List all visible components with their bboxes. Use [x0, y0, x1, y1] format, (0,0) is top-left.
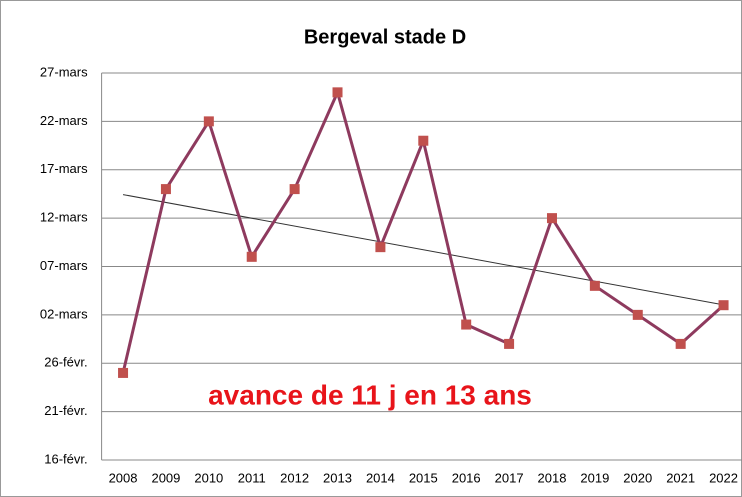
x-tick-label: 2021	[666, 470, 695, 485]
x-tick-label: 2011	[238, 470, 266, 485]
y-tick-label: 07-mars	[40, 258, 88, 273]
marker	[375, 242, 386, 253]
marker	[118, 367, 129, 378]
x-tick-label: 2015	[409, 470, 438, 485]
x-tick-label: 2019	[580, 470, 609, 485]
marker	[203, 116, 214, 127]
y-tick-label: 16-févr.	[44, 451, 87, 466]
x-tick-label: 2014	[366, 470, 395, 485]
marker	[675, 338, 686, 349]
marker	[504, 338, 515, 349]
y-tick-label: 21-févr.	[44, 403, 87, 418]
trendline	[122, 194, 724, 306]
marker	[332, 87, 343, 98]
x-tick-label: 2010	[194, 470, 223, 485]
x-tick-label: 2008	[109, 470, 138, 485]
x-tick-label: 2016	[452, 470, 481, 485]
y-tick-label: 26-févr.	[44, 355, 87, 370]
marker	[632, 309, 643, 320]
y-tick-label: 02-mars	[40, 306, 88, 321]
marker	[589, 280, 600, 291]
marker	[718, 300, 729, 311]
y-tick-label: 12-mars	[40, 210, 88, 225]
marker	[546, 213, 557, 224]
x-tick-label: 2013	[323, 470, 352, 485]
marker	[246, 251, 257, 262]
x-tick-label: 2017	[495, 470, 524, 485]
x-tick-label: 2018	[538, 470, 567, 485]
x-tick-label: 2022	[709, 470, 738, 485]
marker	[418, 135, 429, 146]
marker	[289, 184, 300, 195]
y-tick-label: 22-mars	[40, 113, 88, 128]
chart-title: Bergeval stade D	[304, 26, 466, 48]
marker	[160, 184, 171, 195]
marker	[461, 319, 472, 330]
annotation: avance de 11 j en 13 ans	[208, 379, 532, 410]
x-tick-label: 2009	[151, 470, 180, 485]
y-tick-label: 17-mars	[40, 161, 88, 176]
x-tick-label: 2012	[280, 470, 309, 485]
y-tick-label: 27-mars	[40, 64, 88, 79]
x-tick-label: 2020	[623, 470, 652, 485]
